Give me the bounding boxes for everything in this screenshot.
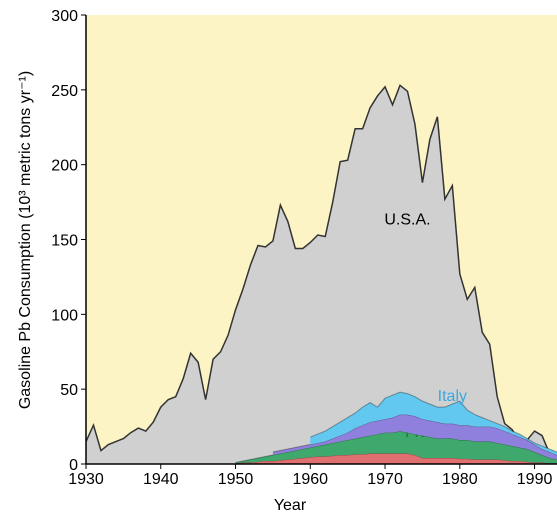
y-axis-label: Gasoline Pb Consumption (10³ metric tons… (17, 71, 34, 409)
x-tick-label: 1950 (218, 471, 254, 488)
area (272, 414, 557, 460)
area-outline (85, 84, 557, 458)
y-tick-label: 50 (60, 382, 78, 399)
area-outline (310, 391, 557, 453)
area (235, 453, 557, 464)
y-tick-label: 200 (51, 158, 78, 175)
area (310, 392, 557, 456)
area (235, 431, 557, 464)
area (86, 85, 557, 465)
series-label: U.S.A. (384, 212, 430, 229)
area-outline (272, 414, 557, 456)
series-label: Italy (438, 388, 467, 405)
x-tick-label: 1980 (442, 471, 478, 488)
x-tick-label: 1940 (143, 471, 179, 488)
x-tick-label: 1970 (367, 471, 403, 488)
y-tick-label: 0 (69, 457, 78, 474)
y-tick-label: 250 (51, 83, 78, 100)
x-tick-label: 1960 (292, 471, 328, 488)
y-tick-label: 150 (51, 233, 78, 250)
y-tick-label: 100 (51, 307, 78, 324)
x-axis-label: Year (274, 497, 307, 514)
x-tick-label: 1990 (517, 471, 553, 488)
x-tick-label: 1930 (68, 471, 104, 488)
y-tick-label: 300 (51, 8, 78, 25)
